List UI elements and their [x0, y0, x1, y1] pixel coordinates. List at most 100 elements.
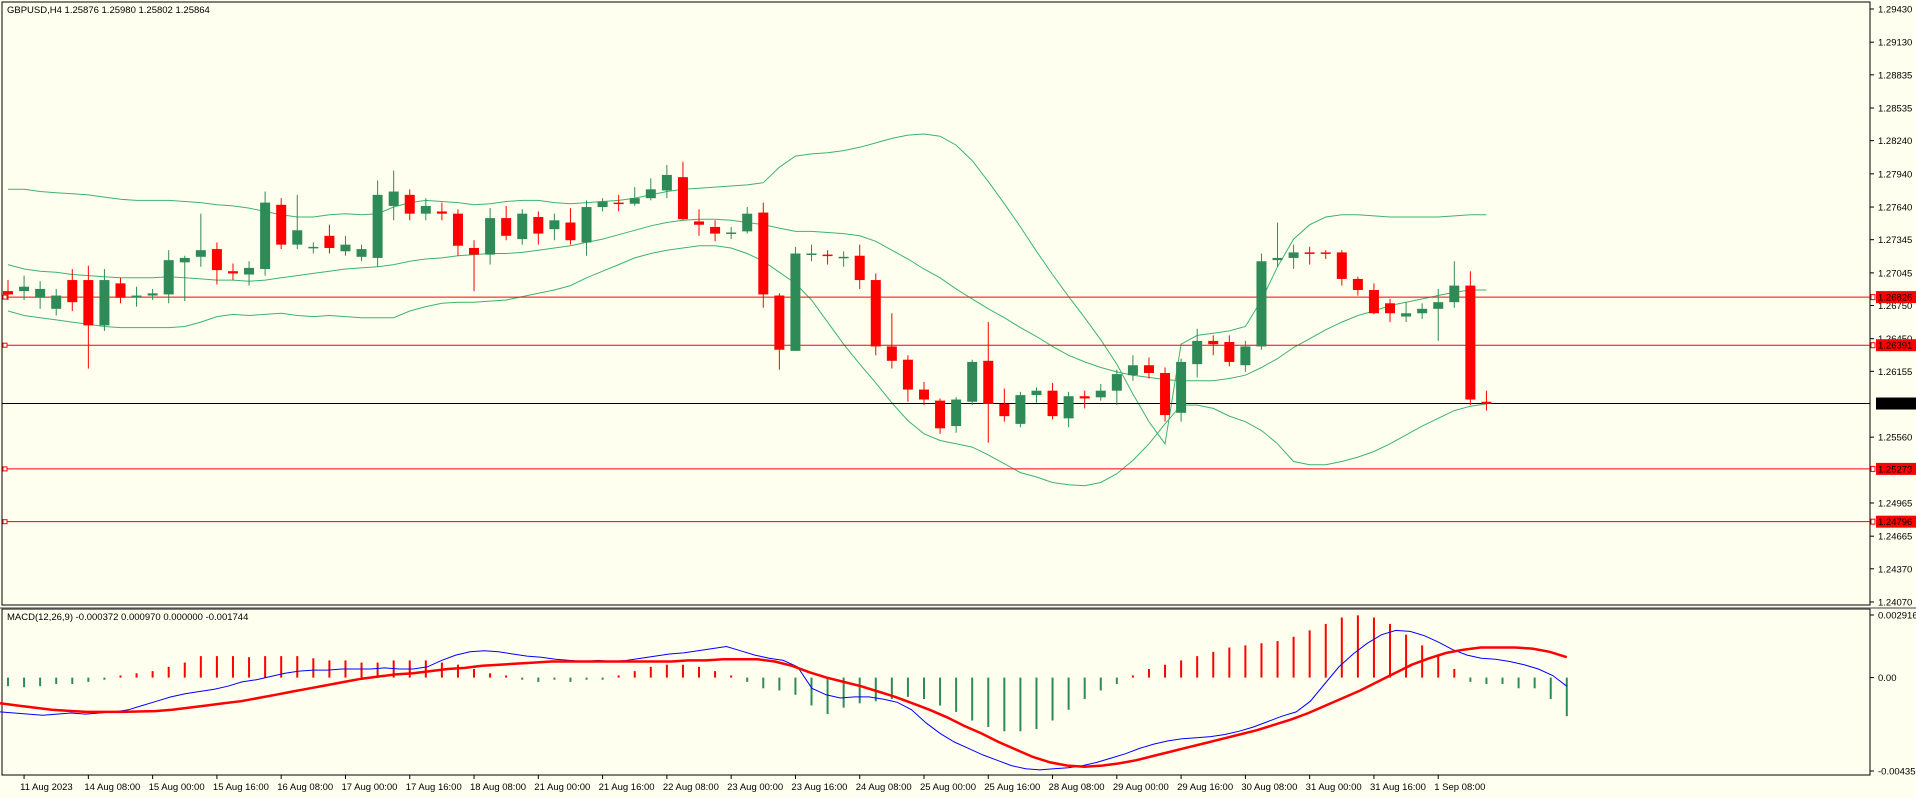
- candle[interactable]: [276, 198, 287, 250]
- candle[interactable]: [308, 242, 319, 254]
- candle[interactable]: [726, 226, 737, 240]
- candle[interactable]: [452, 209, 463, 256]
- candle[interactable]: [1449, 261, 1460, 308]
- candle[interactable]: [774, 293, 785, 370]
- candle[interactable]: [1320, 250, 1331, 260]
- candle[interactable]: [1304, 246, 1315, 265]
- candle[interactable]: [1063, 391, 1074, 428]
- candle[interactable]: [1385, 298, 1396, 323]
- candle[interactable]: [244, 261, 255, 286]
- candle[interactable]: [838, 251, 849, 267]
- candle[interactable]: [629, 187, 640, 206]
- candle[interactable]: [1143, 357, 1154, 379]
- candle[interactable]: [83, 265, 94, 369]
- candle[interactable]: [115, 277, 126, 304]
- candle[interactable]: [742, 207, 753, 234]
- candle[interactable]: [645, 178, 656, 201]
- candle[interactable]: [790, 246, 801, 351]
- candle[interactable]: [1208, 335, 1219, 356]
- candle[interactable]: [1240, 340, 1251, 372]
- level-handle[interactable]: [2, 342, 8, 348]
- candle[interactable]: [1047, 382, 1058, 420]
- candle[interactable]: [951, 397, 962, 433]
- candle[interactable]: [694, 209, 705, 236]
- candle[interactable]: [179, 255, 190, 302]
- level-handle[interactable]: [2, 466, 8, 472]
- candle[interactable]: [1417, 303, 1428, 319]
- candle[interactable]: [918, 381, 929, 406]
- candle[interactable]: [1288, 244, 1299, 269]
- candle[interactable]: [388, 170, 399, 221]
- candle[interactable]: [1336, 250, 1347, 286]
- candle[interactable]: [597, 198, 608, 212]
- candle[interactable]: [131, 286, 142, 307]
- level-handle[interactable]: [2, 519, 8, 525]
- candle[interactable]: [1401, 302, 1412, 323]
- candle[interactable]: [983, 322, 994, 443]
- level-handle[interactable]: [1870, 465, 1876, 472]
- candle[interactable]: [99, 268, 110, 331]
- candle[interactable]: [565, 208, 576, 245]
- candle[interactable]: [999, 388, 1010, 422]
- candle[interactable]: [1224, 335, 1235, 367]
- candle[interactable]: [1176, 358, 1187, 422]
- candle[interactable]: [485, 208, 496, 265]
- candle[interactable]: [870, 273, 881, 356]
- candle[interactable]: [1031, 387, 1042, 403]
- candle[interactable]: [1079, 390, 1090, 409]
- candle[interactable]: [51, 288, 62, 316]
- candle[interactable]: [517, 209, 528, 245]
- candle[interactable]: [822, 250, 833, 265]
- candle[interactable]: [147, 288, 158, 300]
- candle[interactable]: [292, 194, 303, 250]
- candle[interactable]: [1095, 384, 1106, 401]
- candle[interactable]: [902, 355, 913, 402]
- candle[interactable]: [935, 398, 946, 434]
- level-handle[interactable]: [1870, 342, 1876, 349]
- candle[interactable]: [420, 198, 431, 221]
- candle[interactable]: [710, 220, 721, 242]
- candle[interactable]: [67, 268, 78, 312]
- candle[interactable]: [227, 263, 238, 281]
- candle[interactable]: [886, 313, 897, 369]
- candle[interactable]: [854, 244, 865, 289]
- candle[interactable]: [501, 205, 512, 241]
- candle[interactable]: [661, 164, 672, 199]
- candle[interactable]: [356, 244, 367, 262]
- candle[interactable]: [1352, 276, 1363, 296]
- candle[interactable]: [1111, 369, 1122, 406]
- candle[interactable]: [806, 244, 817, 262]
- candle[interactable]: [967, 359, 978, 406]
- candle[interactable]: [436, 202, 447, 221]
- candle[interactable]: [533, 211, 544, 245]
- candle[interactable]: [3, 280, 13, 300]
- candle[interactable]: [469, 240, 480, 292]
- level-handle[interactable]: [1870, 294, 1876, 301]
- candle[interactable]: [35, 281, 46, 309]
- candle[interactable]: [1127, 355, 1138, 381]
- candle[interactable]: [549, 213, 560, 241]
- candle[interactable]: [372, 180, 383, 267]
- candle[interactable]: [1481, 390, 1492, 411]
- candle[interactable]: [1368, 283, 1379, 315]
- candle[interactable]: [1465, 271, 1476, 406]
- candle[interactable]: [1272, 222, 1283, 267]
- candle[interactable]: [677, 161, 688, 221]
- candle[interactable]: [1256, 253, 1267, 350]
- candle[interactable]: [613, 194, 624, 212]
- candle[interactable]: [211, 242, 222, 285]
- candle[interactable]: [19, 275, 30, 300]
- candle[interactable]: [404, 189, 415, 221]
- candle[interactable]: [195, 213, 206, 267]
- candle[interactable]: [163, 250, 174, 304]
- level-handle[interactable]: [1870, 518, 1876, 525]
- candle[interactable]: [324, 224, 335, 254]
- level-handle[interactable]: [2, 294, 8, 300]
- candle[interactable]: [1433, 288, 1444, 341]
- candle[interactable]: [1160, 367, 1171, 422]
- candle[interactable]: [581, 200, 592, 256]
- candle[interactable]: [1015, 391, 1026, 428]
- candle[interactable]: [758, 202, 769, 308]
- candle[interactable]: [1192, 328, 1203, 378]
